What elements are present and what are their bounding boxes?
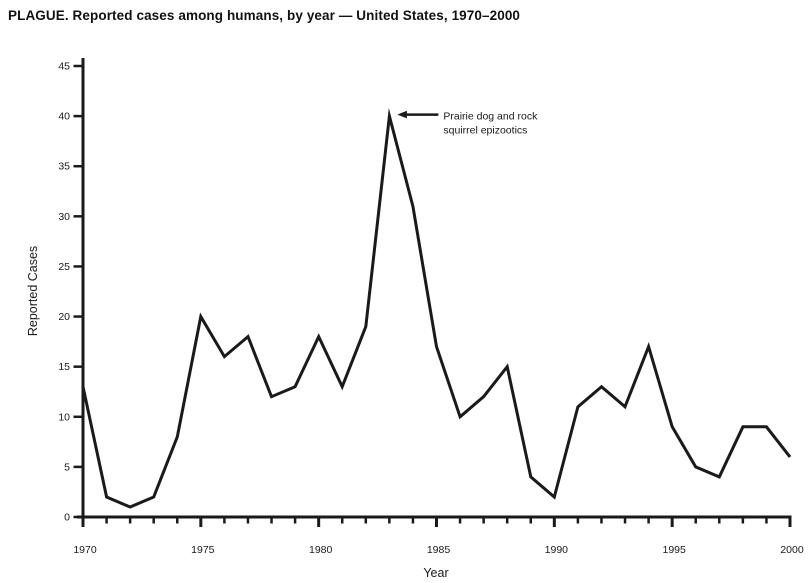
x-tick-label: 1995	[662, 544, 686, 556]
x-axis-ticks: 1970 1975 1980 1985 1990 1995 2000	[73, 517, 804, 556]
y-tick-label: 20	[58, 311, 70, 323]
x-tick-label: 2000	[780, 544, 804, 556]
x-tick-label: 1990	[545, 544, 569, 556]
y-tick-label: 25	[58, 261, 70, 273]
reported-cases-line	[81, 107, 792, 509]
y-tick-label: 5	[64, 461, 70, 473]
x-tick-label: 1975	[191, 544, 215, 556]
y-tick-label: 15	[58, 361, 70, 373]
x-tick-label: 1980	[309, 544, 333, 556]
annotation-arrow-head-icon	[397, 110, 407, 119]
y-tick-label: 35	[58, 161, 70, 173]
annotation-text-line1: Prairie dog and rock	[443, 111, 538, 123]
chart-title: PLAGUE. Reported cases among humans, by …	[8, 8, 521, 23]
y-tick-label: 40	[58, 111, 70, 123]
y-tick-label: 45	[58, 61, 70, 73]
y-axis-title: Reported Cases	[26, 246, 40, 336]
y-tick-label: 10	[58, 411, 70, 423]
epizootics-annotation: Prairie dog and rock squirrel epizootics	[397, 111, 538, 137]
y-axis-ticks: 0 5 10 15 20 25 30 35 40 45	[58, 61, 83, 524]
annotation-text-line2: squirrel epizootics	[443, 125, 527, 137]
x-axis-title: Year	[423, 566, 448, 580]
x-tick-label: 1970	[73, 544, 97, 556]
y-tick-label: 30	[58, 211, 70, 223]
y-tick-label: 0	[64, 512, 70, 524]
x-tick-label: 1985	[427, 544, 451, 556]
